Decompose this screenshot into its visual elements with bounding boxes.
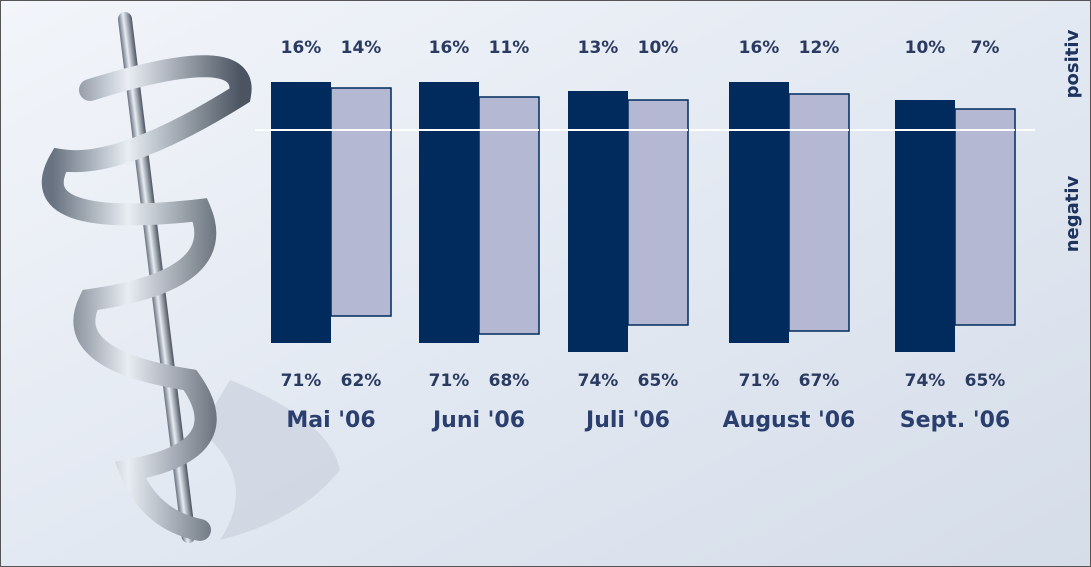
value-label: 74% [905, 371, 946, 391]
value-label: 16% [739, 38, 780, 58]
value-label: 74% [578, 371, 619, 391]
value-label: 12% [799, 38, 840, 58]
positive-bar [895, 100, 955, 130]
value-label: 71% [429, 371, 470, 391]
positive-bar [479, 97, 539, 130]
value-label: 71% [281, 371, 322, 391]
negative-bar [789, 130, 849, 331]
value-label: 14% [341, 38, 382, 58]
category-label: Sept. '06 [900, 408, 1010, 433]
value-label: 68% [489, 371, 530, 391]
value-label: 16% [429, 38, 470, 58]
value-label: 65% [965, 371, 1006, 391]
page: {"chart_data": {"type": "diverging_bar",… [0, 0, 1091, 567]
negative-bar [271, 130, 331, 343]
value-label: 11% [489, 38, 530, 58]
positive-bar [271, 82, 331, 130]
positive-bar [955, 109, 1015, 130]
chart: positiv negativ 16% 71% 14% 62% Mai '06 16% 71… [0, 0, 1091, 567]
negative-bar [419, 130, 479, 343]
value-label: 10% [638, 38, 679, 58]
category-label: Juli '06 [584, 408, 670, 433]
negative-label: negativ [1062, 175, 1083, 252]
value-label: 67% [799, 371, 840, 391]
negative-bar [568, 130, 628, 352]
negative-bar [479, 130, 539, 334]
value-label: 10% [905, 38, 946, 58]
positive-bar [789, 94, 849, 130]
negative-bar [955, 130, 1015, 325]
value-label: 13% [578, 38, 619, 58]
negative-bar [895, 130, 955, 352]
value-label: 7% [971, 38, 1000, 58]
positive-bar [729, 82, 789, 130]
negative-bar [331, 130, 391, 316]
positive-bar [419, 82, 479, 130]
positive-bar [628, 100, 688, 130]
category-label: August '06 [723, 408, 856, 433]
negative-bar [628, 130, 688, 325]
positive-label: positiv [1062, 29, 1083, 98]
negative-bar [729, 130, 789, 343]
positive-bar [568, 91, 628, 130]
category-label: Mai '06 [286, 408, 375, 433]
value-label: 62% [341, 371, 382, 391]
value-label: 16% [281, 38, 322, 58]
value-label: 65% [638, 371, 679, 391]
positive-bar [331, 88, 391, 130]
value-label: 71% [739, 371, 780, 391]
category-label: Juni '06 [431, 408, 525, 433]
